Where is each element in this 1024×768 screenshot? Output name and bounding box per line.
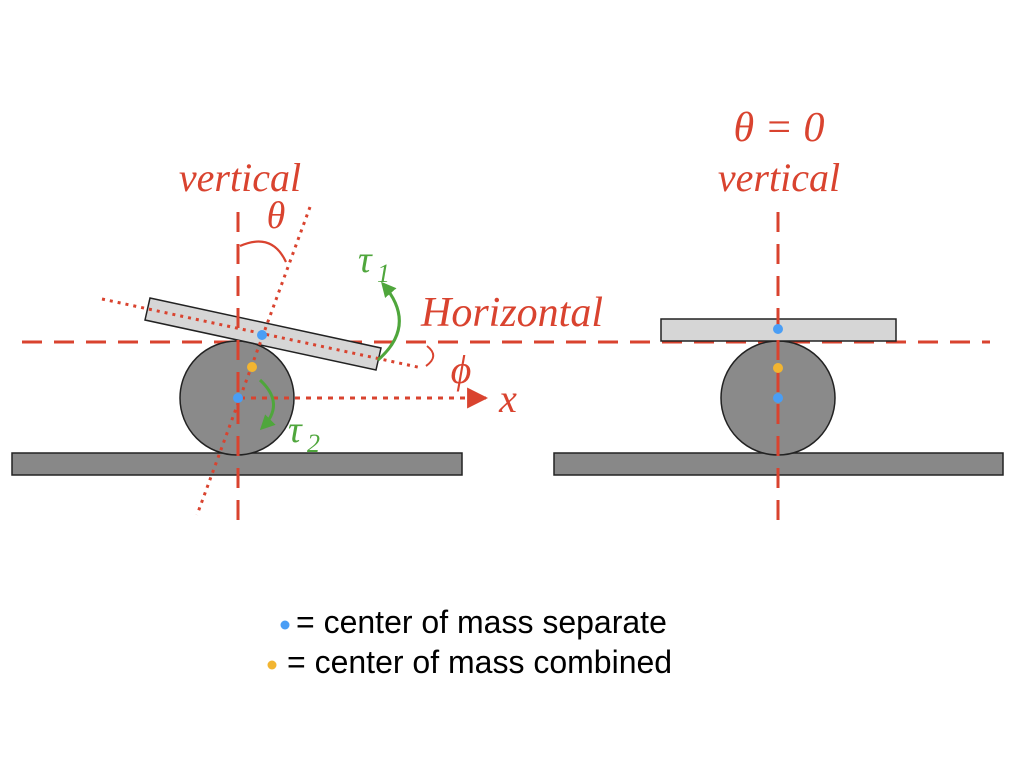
- legend-combined-text: = center of mass combined: [287, 644, 672, 680]
- plank-axis-dotted-line: [101, 297, 423, 370]
- vertical-label: vertical: [179, 155, 301, 200]
- tau1-symbol: τ: [358, 239, 373, 281]
- tau2-symbol: τ: [288, 409, 303, 451]
- tau2-label: τ 2: [288, 409, 320, 458]
- phi-label: ϕ: [451, 347, 472, 392]
- x-label: x: [498, 376, 517, 421]
- tau1-subscript: 1: [377, 259, 390, 288]
- legend-combined-dot: [267, 660, 277, 670]
- com-separate-plank-dot-right: [773, 324, 783, 334]
- tilted-axis-dotted-line: [195, 206, 312, 516]
- com-combined-dot-right: [773, 363, 783, 373]
- tau2-subscript: 2: [307, 429, 320, 458]
- right-panel: θ = 0 vertical: [553, 105, 1004, 527]
- vertical-label-right: vertical: [718, 155, 840, 200]
- legend-separate-text: = center of mass separate: [296, 604, 667, 640]
- legend-separate-dot: [280, 620, 290, 630]
- tau1-arrow: [377, 281, 401, 362]
- tau2-arrow: [258, 378, 276, 431]
- theta-arc: [239, 240, 287, 263]
- phi-arc: [425, 345, 435, 367]
- theta-zero-label: θ = 0: [734, 105, 825, 151]
- com-separate-ball-dot-right: [773, 393, 783, 403]
- com-separate-plank-dot: [257, 330, 267, 340]
- left-panel: vertical θ Horizontal ϕ x τ 1 τ 2: [11, 155, 990, 527]
- tau1-label: τ 1: [358, 239, 390, 288]
- com-separate-ball-dot: [233, 393, 243, 403]
- theta-label: θ: [267, 195, 286, 237]
- legend: = center of mass separate = center of ma…: [267, 604, 672, 680]
- horizontal-label: Horizontal: [420, 290, 603, 336]
- com-combined-dot: [247, 362, 257, 372]
